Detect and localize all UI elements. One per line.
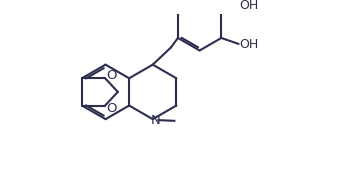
Text: OH: OH <box>240 0 259 12</box>
Text: OH: OH <box>240 38 259 52</box>
Text: O: O <box>106 102 116 115</box>
Text: N: N <box>151 114 160 127</box>
Text: O: O <box>106 69 116 82</box>
